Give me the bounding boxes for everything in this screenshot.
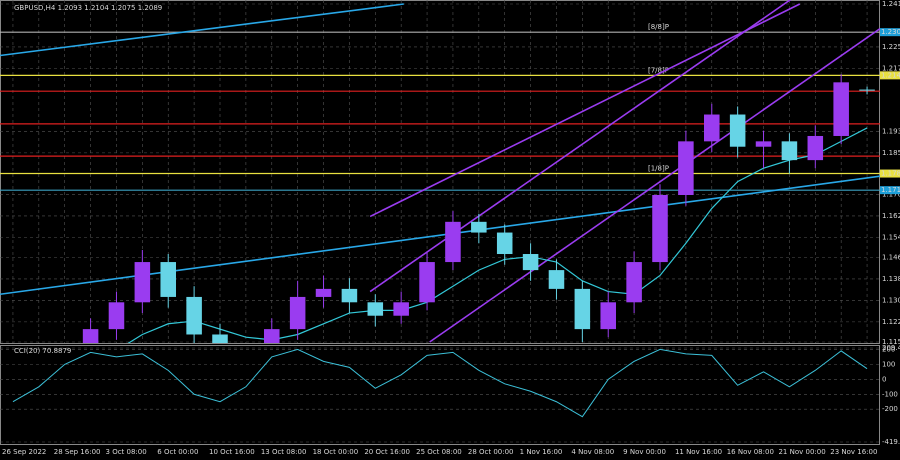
candle-body: [445, 221, 461, 263]
level-label: 1.1718: [881, 186, 900, 194]
x-tick-label: 3 Oct 08:00: [106, 448, 147, 456]
candle-body: [600, 302, 616, 330]
candle-body: [82, 329, 99, 343]
level-label: 1.2146: [881, 71, 900, 79]
level-box: [880, 169, 900, 178]
y-tick-label: 1.1387: [882, 275, 900, 283]
candle-body: [807, 135, 824, 161]
x-tick-label: 11 Nov 16:00: [675, 448, 722, 456]
y-tick-label: 1.1702: [882, 190, 900, 198]
candle-body: [548, 270, 565, 289]
level-tag: [8/8]P: [648, 23, 669, 31]
x-tick-label: 26 Sep 2022: [2, 448, 46, 456]
x-tick-label: 25 Oct 08:00: [416, 448, 462, 456]
x-tick-label: 28 Oct 00:00: [468, 448, 514, 456]
candle-body: [704, 114, 720, 142]
candle-body: [419, 262, 435, 303]
cci-frame: [0, 345, 880, 445]
x-tick-label: 16 Nov 08:00: [727, 448, 774, 456]
candle-body: [393, 302, 409, 316]
candle-body: [341, 288, 358, 303]
level-label: 1.2307: [881, 28, 900, 36]
x-tick-label: 18 Oct 00:00: [313, 448, 359, 456]
y-tick-label: 1.2252: [882, 43, 900, 51]
cci-plot: [0, 347, 880, 443]
candle-body: [57, 369, 73, 396]
candle-body: [238, 361, 254, 369]
y-tick-label: 1.1622: [882, 212, 900, 220]
cci-line: [12, 348, 868, 418]
y-tick-label: -100: [882, 390, 898, 398]
y-tick-label: -419.220: [882, 438, 900, 446]
trend-line: [0, 3, 404, 57]
x-tick-label: 13 Oct 08:00: [261, 448, 307, 456]
main-plot: [8/8]P [7/8]P [1/8]P: [0, 0, 880, 436]
candle-body: [264, 329, 280, 343]
y-tick-label: -200: [882, 405, 898, 413]
x-tick-label: 28 Sep 16:00: [54, 448, 101, 456]
candle-body: [859, 89, 875, 91]
y-tick-label: 1.1542: [882, 233, 900, 241]
candle-body: [729, 114, 746, 147]
y-tick-label: 1.1152: [882, 338, 900, 346]
candle-body: [471, 221, 487, 233]
x-tick-label: 10 Oct 16:00: [209, 448, 255, 456]
y-tick-label: 209.432: [882, 344, 900, 352]
candle-body: [289, 296, 306, 330]
y-tick-label: 1.1307: [882, 296, 900, 304]
candle-body: [833, 82, 849, 136]
candle-body: [31, 396, 47, 423]
candle-body: [108, 302, 125, 330]
main-frame: [0, 0, 880, 344]
level-box: [880, 71, 900, 80]
x-tick-label: 4 Nov 08:00: [571, 448, 614, 456]
y-tick-label: 0: [882, 375, 886, 383]
candle-body: [781, 141, 798, 161]
candle-body: [367, 302, 384, 316]
candle-body: [186, 296, 202, 335]
candle-body: [678, 141, 694, 195]
x-tick-label: 1 Nov 16:00: [520, 448, 563, 456]
trend-line: [369, 3, 801, 218]
candle-body: [134, 262, 151, 303]
x-tick-label: 21 Nov 00:00: [778, 448, 825, 456]
x-tick-label: 9 Nov 00:00: [623, 448, 666, 456]
trend-line: [429, 28, 880, 343]
trend-line: [0, 175, 880, 296]
y-tick-label: 1.2172: [882, 64, 900, 72]
candle-body: [755, 141, 772, 147]
cci-title: CCI(20) 70.8879: [14, 347, 71, 355]
x-tick-label: 6 Oct 00:00: [157, 448, 198, 456]
x-tick-label: 20 Oct 16:00: [364, 448, 410, 456]
y-tick-label: 200: [882, 345, 895, 353]
candle-body: [496, 232, 513, 255]
candle-body: [315, 288, 332, 297]
moving-average: [127, 127, 868, 343]
level-tag: [7/8]P: [648, 66, 669, 74]
level-tag: [1/8]P: [648, 165, 669, 173]
y-tick-label: 1.1937: [882, 127, 900, 135]
candle-body: [212, 334, 228, 343]
chart-title: GBPUSD,H4 1.2093 1.2104 1.2075 1.2089: [14, 4, 162, 12]
candle-body: [574, 288, 591, 330]
level-label: 1.1780: [881, 170, 900, 178]
y-tick-label: 1.1227: [882, 318, 900, 326]
candle-body: [160, 262, 176, 297]
y-tick-label: 100: [882, 360, 895, 368]
candle-body: [652, 194, 668, 263]
level-box: [880, 28, 900, 37]
y-tick-label: 1.1857: [882, 149, 900, 157]
candle-body: [522, 254, 539, 271]
x-tick-label: 23 Nov 16:00: [830, 448, 877, 456]
candle-body: [5, 423, 21, 436]
y-tick-label: 1.1467: [882, 254, 900, 262]
level-box: [880, 186, 900, 195]
candle-body: [626, 262, 642, 303]
